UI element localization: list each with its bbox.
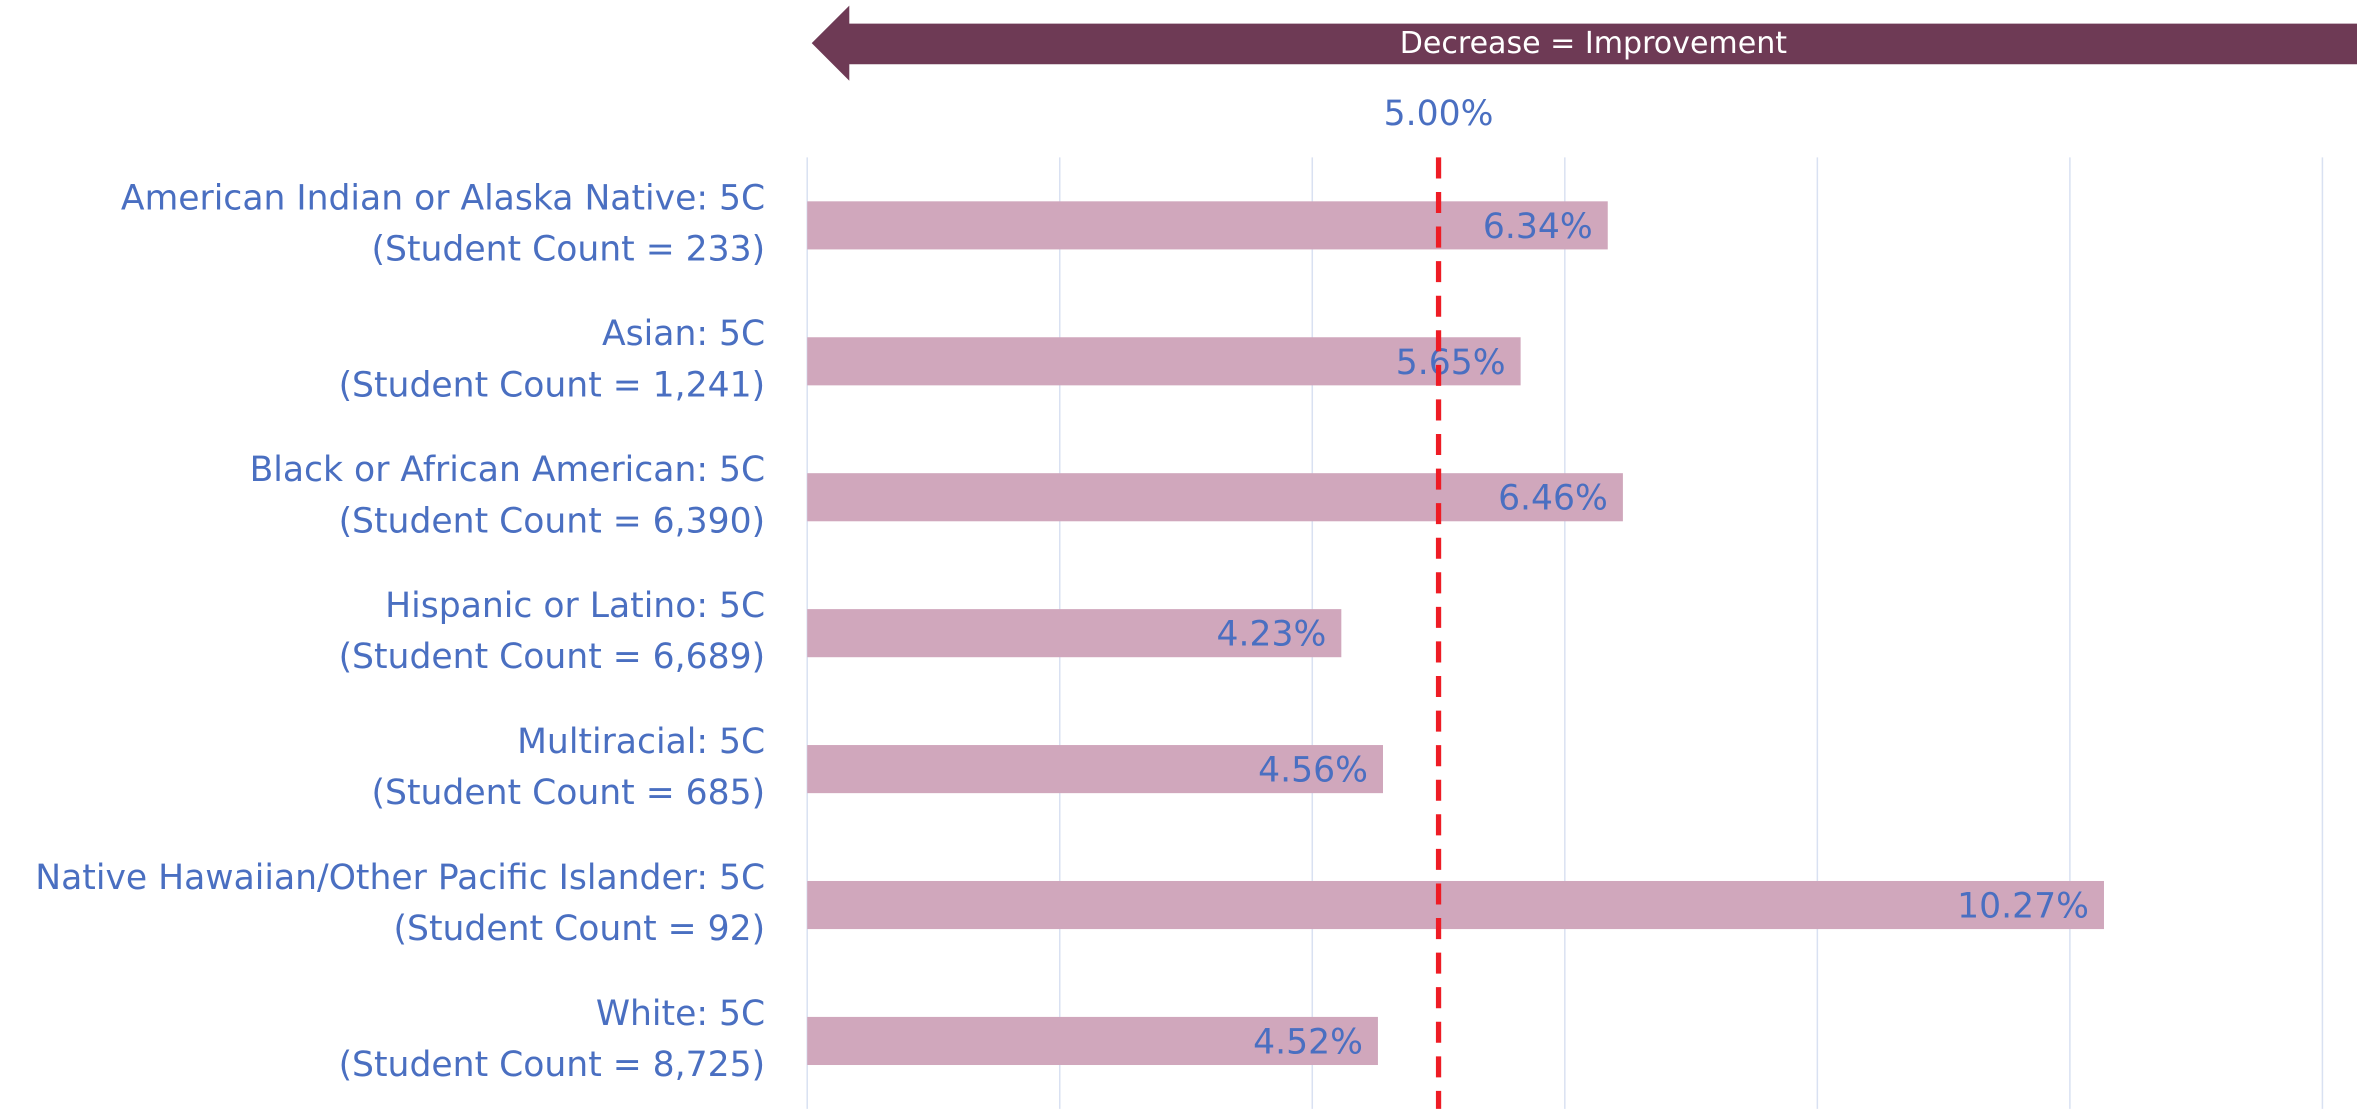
value-label: 10.27%: [1957, 887, 2089, 927]
category-label: (Student Count = 92): [394, 909, 766, 949]
bar: [807, 880, 2104, 930]
category-label: American Indian or Alaska Native: 5C: [121, 178, 765, 218]
category-label: (Student Count = 6,689): [339, 637, 766, 677]
bar: [807, 201, 1608, 250]
value-label: 4.52%: [1253, 1022, 1363, 1062]
category-label: (Student Count = 6,390): [339, 501, 766, 541]
category-label: Hispanic or Latino: 5C: [385, 586, 765, 626]
banner-arrow: [811, 5, 2357, 81]
bar: [807, 337, 1521, 386]
value-label: 4.23%: [1216, 615, 1326, 655]
banner-text: Decrease = Improvement: [1400, 26, 1787, 61]
reference-label: 5.00%: [1384, 94, 1494, 134]
value-label: 6.46%: [1498, 479, 1608, 519]
bar: [807, 609, 1342, 658]
bar: [807, 473, 1623, 522]
category-label: (Student Count = 1,241): [339, 365, 766, 405]
bar: [807, 1016, 1378, 1066]
category-label: (Student Count = 685): [372, 773, 766, 813]
value-label: 4.56%: [1258, 751, 1368, 791]
category-label: Native Hawaiian/Other Pacific Islander: …: [35, 858, 765, 898]
category-label: (Student Count = 233): [372, 229, 766, 269]
category-label: Asian: 5C: [602, 314, 765, 354]
category-label: White: 5C: [596, 994, 765, 1034]
category-label: Black or African American: 5C: [250, 450, 766, 490]
value-label: 5.65%: [1396, 343, 1506, 383]
value-label: 6.34%: [1483, 207, 1593, 247]
category-label: (Student Count = 8,725): [339, 1045, 766, 1085]
category-label: Multiracial: 5C: [517, 722, 765, 762]
bar: [807, 745, 1383, 794]
